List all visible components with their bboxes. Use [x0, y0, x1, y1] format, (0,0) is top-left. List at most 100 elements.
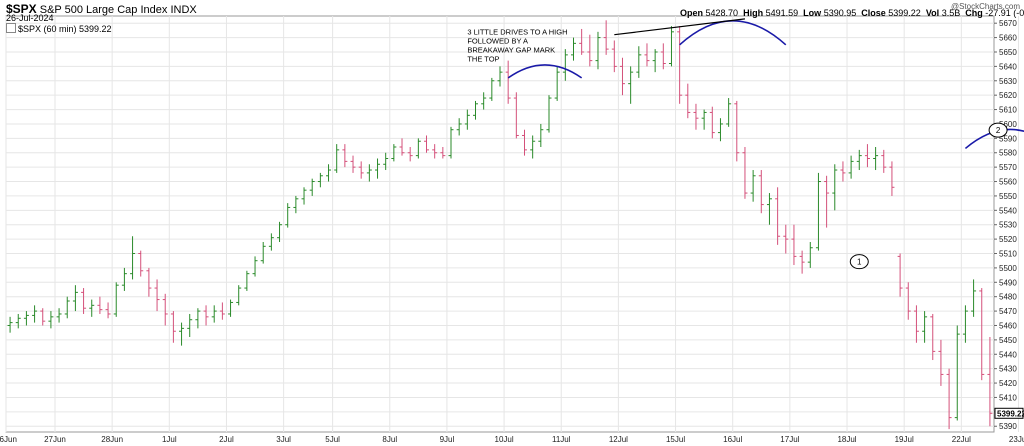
ohlc-bar — [187, 313, 193, 337]
ohlc-bar — [946, 368, 952, 430]
right-shoulder-arc — [964, 128, 1024, 150]
high-label: High — [743, 8, 764, 18]
ohlc-bar — [660, 43, 666, 70]
ohlc-bar — [15, 313, 21, 329]
x-tick-label: 27Jun — [44, 435, 66, 444]
ohlc-bar — [570, 37, 576, 61]
ohlc-bar — [913, 305, 919, 343]
x-tick-label: 28Jun — [101, 435, 123, 444]
high-trendline — [614, 18, 746, 36]
y-axis: 5390540054105420543054405450546054705480… — [994, 19, 1024, 431]
ohlc-bar — [7, 316, 13, 333]
ohlc-bar — [693, 103, 699, 130]
marker-circle — [988, 122, 1008, 138]
ohlc-bar — [709, 106, 715, 139]
ohlc-bar — [146, 267, 152, 297]
ohlc-bar — [505, 60, 511, 104]
symbol: $SPX — [6, 2, 37, 16]
ohlc-bars — [7, 20, 993, 430]
ohlc-bar — [32, 305, 38, 323]
ohlc-bar — [64, 296, 70, 319]
y-tick-label: 5510 — [999, 250, 1017, 259]
ohlc-bar — [293, 195, 299, 214]
ohlc-bar — [489, 77, 495, 101]
x-tick-label: 8Jul — [382, 435, 397, 444]
index-name: S&P 500 Large Cap Index — [39, 4, 168, 16]
y-tick-label: 5450 — [999, 336, 1017, 345]
x-tick-label: 10Jul — [495, 435, 514, 444]
x-tick-label: 17Jul — [780, 435, 799, 444]
grid-lines — [5, 15, 1019, 433]
chg-value: -27.91 (-0.51%) — [985, 8, 1024, 18]
ohlc-bar — [873, 146, 879, 171]
drives-annotation-line: BREAKAWAY GAP MARK — [467, 46, 555, 55]
x-tick-label: 11Jul — [552, 435, 571, 444]
ohlc-bar — [579, 28, 585, 55]
ohlc-bar — [105, 302, 111, 319]
ohlc-bar — [97, 296, 103, 314]
ohlc-bar — [432, 144, 438, 159]
ohlc-bar — [268, 233, 274, 251]
ohlc-bar — [611, 40, 617, 73]
ohlc-bar — [807, 241, 813, 268]
low-label: Low — [803, 8, 822, 18]
ohlc-bar — [538, 123, 544, 147]
ohlc-bar — [23, 311, 29, 326]
x-tick-label: 23Jul — [1009, 435, 1024, 444]
ohlc-bar — [962, 305, 968, 343]
ohlc-bar — [138, 250, 144, 277]
x-tick-label: 12Jul — [609, 435, 628, 444]
marker-label: 1 — [857, 258, 862, 267]
ohlc-bar — [856, 149, 862, 171]
ohlc-bar — [56, 308, 62, 323]
ohlc-bar — [554, 66, 560, 101]
ohlc-bar — [195, 308, 201, 329]
ohlc-bar — [938, 339, 944, 386]
ohlc-bar — [840, 161, 846, 182]
y-tick-label: 5490 — [999, 278, 1017, 287]
legend-swatch-icon — [6, 23, 16, 33]
ohlc-bar — [930, 313, 936, 361]
drives-annotation-line: FOLLOWED BY A — [467, 37, 528, 46]
y-tick-label: 5540 — [999, 206, 1017, 215]
ohlc-bar — [358, 161, 364, 179]
x-tick-label: 9Jul — [440, 435, 455, 444]
ohlc-bar — [48, 311, 54, 329]
ohlc-bar — [481, 92, 487, 110]
ohlc-bar — [252, 256, 258, 277]
ohlc-bar — [154, 279, 160, 312]
ohlc-bar — [448, 126, 454, 159]
y-tick-label: 5410 — [999, 393, 1017, 402]
x-tick-label: 2Jul — [219, 435, 234, 444]
ohlc-bar — [636, 46, 642, 78]
y-tick-label: 5580 — [999, 149, 1017, 158]
ohlc-bar — [350, 155, 356, 173]
ohlc-bar — [677, 26, 683, 104]
ohlc-bar — [766, 193, 772, 225]
symbol-title: $SPX S&P 500 Large Cap Index INDX — [6, 2, 197, 16]
ohlc-bar — [521, 129, 527, 156]
open-value: 5428.70 — [705, 8, 739, 18]
ohlc-bar — [685, 83, 691, 119]
y-tick-label: 5500 — [999, 264, 1017, 273]
ohlc-bar — [473, 100, 479, 120]
ohlc-bar — [334, 144, 340, 173]
ohlc-bar — [113, 282, 119, 317]
x-tick-label: 22Jul — [952, 435, 971, 444]
ohlc-bar — [228, 299, 234, 317]
close-label: Close — [861, 8, 886, 18]
ohlc-bar — [783, 224, 789, 254]
high-value: 5491.59 — [765, 8, 799, 18]
ohlc-bar — [342, 144, 348, 168]
ohlc-bar — [832, 164, 838, 211]
ohlc-bar — [513, 92, 519, 139]
ohlc-bar — [734, 100, 740, 162]
ohlc-bar — [644, 43, 650, 67]
ohlc-bar — [260, 241, 266, 264]
y-tick-label: 5460 — [999, 321, 1017, 330]
ohlc-bar — [236, 285, 242, 306]
y-tick-label: 5590 — [999, 134, 1017, 143]
